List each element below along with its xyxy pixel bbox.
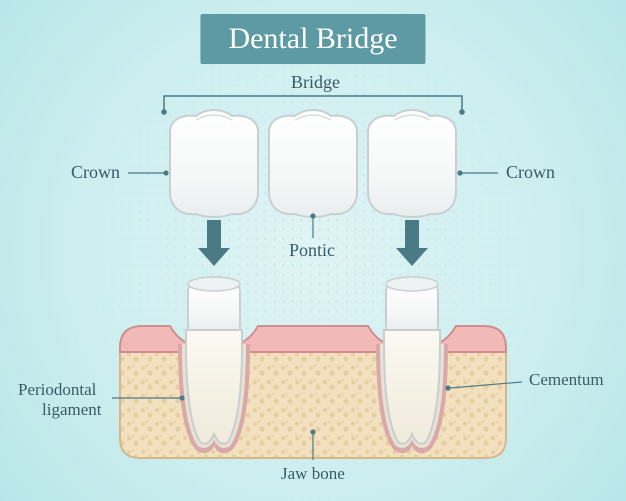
label-ligament: ligament (42, 400, 101, 420)
leader-periodontal (112, 396, 184, 400)
infographic-canvas: Dental Bridge (0, 0, 626, 501)
arrow-right (396, 220, 428, 266)
leader-jawbone (311, 430, 315, 460)
leader-lines (112, 171, 522, 460)
label-cementum: Cementum (529, 370, 604, 390)
gum (120, 326, 506, 352)
leader-pontic (311, 214, 315, 238)
label-pontic: Pontic (289, 240, 335, 261)
bridge-crown-pontic (269, 110, 357, 217)
label-crown-left: Crown (0, 162, 120, 183)
label-jawbone: Jaw bone (281, 464, 345, 484)
leader-cementum (446, 382, 522, 390)
bridge-teeth (170, 110, 456, 217)
label-periodontal: Periodontal (18, 380, 96, 400)
jaw-bone (120, 330, 506, 458)
leader-crown-right (458, 171, 498, 175)
abutments (178, 277, 448, 453)
label-bridge: Bridge (291, 72, 340, 93)
title-banner: Dental Bridge (200, 14, 425, 64)
bridge-crown-right (368, 110, 456, 217)
jaw-section (120, 326, 506, 458)
bridge-crown-left (170, 110, 258, 217)
leader-crown-left (128, 171, 168, 175)
abutment-left (178, 277, 250, 453)
arrow-left (198, 220, 230, 266)
bridge-bracket (162, 96, 464, 114)
label-crown-right: Crown (506, 162, 555, 183)
abutment-right (376, 277, 448, 453)
